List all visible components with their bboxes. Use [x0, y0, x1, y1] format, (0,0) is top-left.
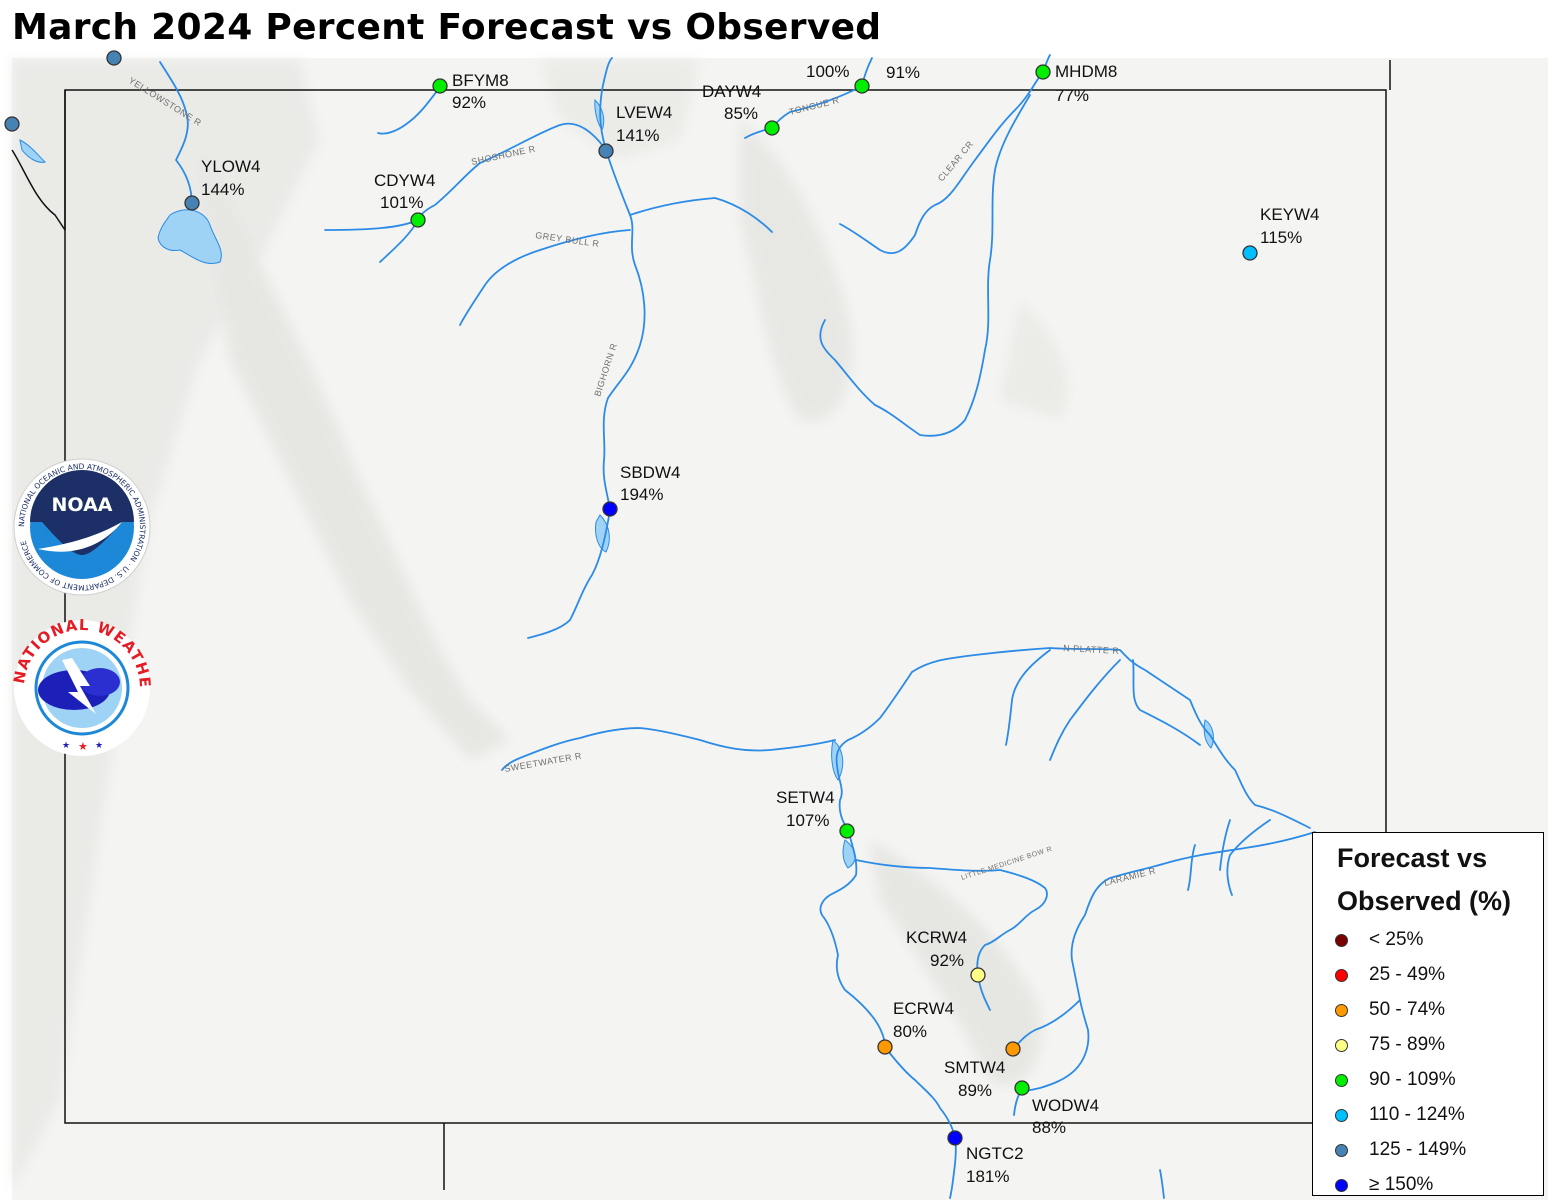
gauge-id-ylow4: YLOW4 [201, 157, 261, 176]
gauge-marker-kcrw4[interactable] [970, 967, 986, 983]
gauge-percent-sbdw4: 194% [620, 485, 663, 504]
gauge-id-sbdw4: SBDW4 [620, 463, 680, 482]
gauge-percent-mhdm8: 77% [1055, 86, 1089, 105]
gauge-percent-unnamed-91: 91% [886, 63, 920, 82]
gauge-marker-setw4[interactable] [839, 823, 855, 839]
gauge-marker-lvew4[interactable] [598, 143, 614, 159]
svg-text:★: ★ [78, 740, 88, 753]
gauge-id-smtw4: SMTW4 [944, 1058, 1005, 1077]
svg-text:★: ★ [62, 741, 70, 751]
gauge-percent-setw4: 107% [786, 811, 829, 830]
river-label: GREY BULL R [535, 230, 600, 249]
gauge-percent-ngtc2: 181% [966, 1167, 1009, 1186]
gauge-id-keyw4: KEYW4 [1260, 205, 1320, 224]
gauge-percent-kcrw4: 92% [930, 951, 964, 970]
river-label: SWEETWATER R [504, 750, 583, 773]
gauge-percent-unnamed-100: 100% [806, 62, 849, 81]
gauge-percent-dayw4: 85% [724, 104, 758, 123]
gauge-percent-wodw4: 88% [1032, 1118, 1066, 1137]
legend-label: 75 - 89% [1369, 1034, 1446, 1055]
legend-label: 90 - 109% [1369, 1069, 1456, 1090]
legend-swatch-110-124 [1335, 1108, 1348, 1122]
legend-label: 25 - 49% [1369, 964, 1446, 985]
gauge-marker-ylow4[interactable] [184, 195, 200, 211]
river-label: LARAMIE R [1103, 865, 1157, 888]
legend-swatch-25-49 [1335, 968, 1348, 982]
gauge-marker-partial-nw[interactable] [106, 50, 122, 66]
legend-swatch-75-89 [1335, 1038, 1348, 1052]
river-label: SHOSHONE R [470, 144, 536, 167]
gauge-id-mhdm8: MHDM8 [1055, 62, 1117, 81]
gauge-marker-keyw4[interactable] [1242, 245, 1258, 261]
gauge-marker-dayw4[interactable] [764, 120, 780, 136]
noaa-logo: NATIONAL OCEANIC AND ATMOSPHERIC ADMINIS… [13, 458, 151, 596]
gauge-id-cdyw4: CDYW4 [374, 171, 435, 190]
legend-swatch-150-plus [1335, 1178, 1348, 1192]
legend-label: ≥ 150% [1369, 1174, 1434, 1195]
gauge-id-dayw4: DAYW4 [702, 82, 761, 101]
gauge-id-ecrw4: ECRW4 [893, 999, 954, 1018]
gauge-percent-bfym8: 92% [452, 93, 486, 112]
gauge-id-kcrw4: KCRW4 [906, 928, 967, 947]
legend-item: ≥ 150% [1335, 1170, 1433, 1200]
gauge-marker-sbdw4[interactable] [602, 501, 618, 517]
legend-item: 125 - 149% [1335, 1135, 1466, 1165]
rivers [109, 54, 1316, 1199]
gauge-marker-wodw4[interactable] [1014, 1080, 1030, 1096]
gauge-marker-ecrw4[interactable] [877, 1039, 893, 1055]
river-label: N PLATTE R [1063, 643, 1120, 656]
map-title: March 2024 Percent Forecast vs Observed [12, 7, 882, 48]
gauge-id-lvew4: LVEW4 [616, 103, 672, 122]
gauge-marker-unnamed-100[interactable] [854, 78, 870, 94]
gauge-percent-cdyw4: 101% [380, 193, 423, 212]
lakes [19, 98, 1214, 869]
svg-text:★: ★ [95, 741, 103, 751]
gauge-marker-mhdm8[interactable] [1035, 64, 1051, 80]
legend-item: 25 - 49% [1335, 960, 1445, 990]
gauge-marker-cdyw4[interactable] [410, 212, 426, 228]
gauge-percent-ecrw4: 80% [893, 1022, 927, 1041]
legend-swatch-125-149 [1335, 1143, 1348, 1157]
gauge-marker-ngtc2[interactable] [947, 1130, 963, 1146]
river-label: TONGUE R [788, 95, 840, 117]
gauge-marker-bfym8[interactable] [432, 78, 448, 94]
gauge-id-bfym8: BFYM8 [452, 71, 509, 90]
gauge-markers[interactable] [4, 50, 1258, 1146]
gauge-marker-partial-w[interactable] [4, 116, 20, 132]
legend-title: Forecast vs Observed (%) [1337, 843, 1512, 916]
legend-label: 125 - 149% [1369, 1139, 1467, 1160]
legend-item: 90 - 109% [1335, 1065, 1456, 1095]
gauge-id-setw4: SETW4 [776, 788, 835, 807]
legend-item: < 25% [1335, 925, 1423, 955]
gauge-percent-keyw4: 115% [1260, 228, 1302, 247]
gauge-marker-smtw4[interactable] [1005, 1041, 1021, 1057]
legend-item: 50 - 74% [1335, 995, 1445, 1025]
legend-item: 110 - 124% [1335, 1100, 1465, 1130]
gauge-percent-smtw4: 89% [958, 1081, 992, 1100]
legend-label: 50 - 74% [1369, 999, 1446, 1020]
river-label: CLEAR CR [936, 139, 975, 183]
legend-swatch-90-109 [1335, 1073, 1348, 1087]
legend-label: < 25% [1369, 929, 1424, 950]
legend-label: 110 - 124% [1369, 1104, 1465, 1125]
legend: Forecast vs Observed (%) < 25% 25 - 49% … [1312, 832, 1544, 1196]
gauge-labels: BFYM8 92% LVEW4 141% DAYW4 85% 100% 91% … [201, 62, 1320, 1186]
legend-item: 75 - 89% [1335, 1030, 1445, 1060]
gauge-id-ngtc2: NGTC2 [966, 1144, 1024, 1163]
gauge-percent-lvew4: 141% [616, 126, 659, 145]
legend-swatch-below-25 [1335, 933, 1348, 947]
noaa-logo-text: NOAA [52, 494, 113, 516]
terrain-shading [12, 60, 1068, 1190]
legend-swatch-50-74 [1335, 1003, 1348, 1017]
gauge-id-wodw4: WODW4 [1032, 1096, 1099, 1115]
gauge-percent-ylow4: 144% [201, 180, 244, 199]
river-label: LITTLE MEDICINE BOW R [960, 846, 1053, 882]
